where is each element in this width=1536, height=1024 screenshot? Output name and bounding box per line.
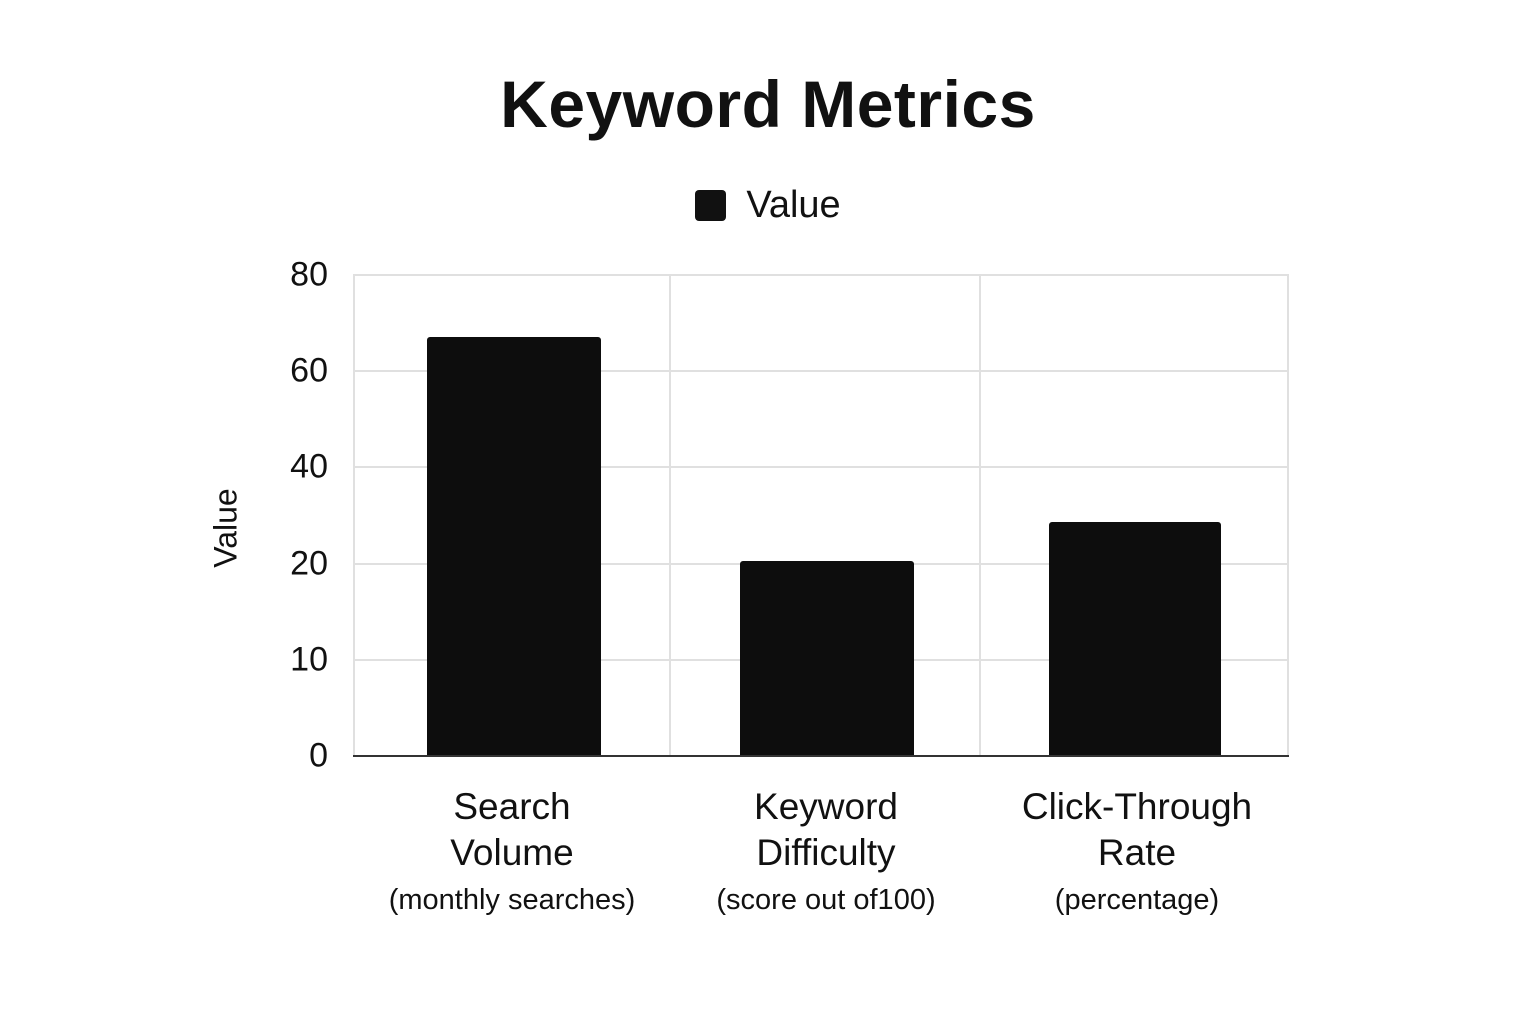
gridline bbox=[353, 466, 1289, 468]
gridline bbox=[353, 274, 355, 756]
y-axis-label: Value bbox=[207, 488, 244, 568]
plot-area bbox=[353, 274, 1289, 757]
x-category-search-volume: Search Volume (monthly searches) bbox=[352, 784, 672, 924]
x-label-sub: (score out of100) bbox=[716, 884, 936, 916]
x-label-line2: Rate bbox=[1097, 832, 1177, 873]
gridline bbox=[353, 370, 1289, 372]
x-label-line1: Click-Through bbox=[1021, 786, 1253, 827]
y-tick-20: 20 bbox=[290, 544, 328, 583]
y-tick-0: 0 bbox=[309, 736, 328, 775]
bar-keyword-difficulty bbox=[740, 561, 914, 756]
y-tick-10: 10 bbox=[290, 640, 328, 679]
x-label-line1: Search bbox=[453, 786, 571, 827]
bar-search-volume bbox=[427, 337, 601, 756]
x-label-line2: Difficulty bbox=[756, 832, 896, 873]
legend-label: Value bbox=[746, 184, 841, 226]
gridline bbox=[1287, 274, 1289, 756]
x-label-sub: (percentage) bbox=[1054, 884, 1220, 916]
y-tick-60: 60 bbox=[290, 351, 328, 390]
chart-title: Keyword Metrics bbox=[500, 67, 1036, 141]
gridline bbox=[669, 274, 671, 756]
gridline bbox=[979, 274, 981, 756]
y-tick-80: 80 bbox=[290, 255, 328, 294]
x-category-keyword-difficulty: Keyword Difficulty (score out of100) bbox=[666, 784, 986, 924]
y-tick-40: 40 bbox=[290, 447, 328, 486]
x-label-sub: (monthly searches) bbox=[388, 884, 636, 916]
legend-swatch-icon bbox=[695, 190, 727, 221]
x-axis-line bbox=[353, 755, 1289, 757]
x-label-line2: Volume bbox=[450, 832, 574, 873]
gridline bbox=[353, 274, 1289, 276]
legend: Value bbox=[0, 184, 1536, 227]
bar-click-through-rate bbox=[1049, 522, 1221, 756]
x-label-line1: Keyword bbox=[754, 786, 898, 827]
x-category-click-through-rate: Click-Through Rate (percentage) bbox=[977, 784, 1297, 924]
